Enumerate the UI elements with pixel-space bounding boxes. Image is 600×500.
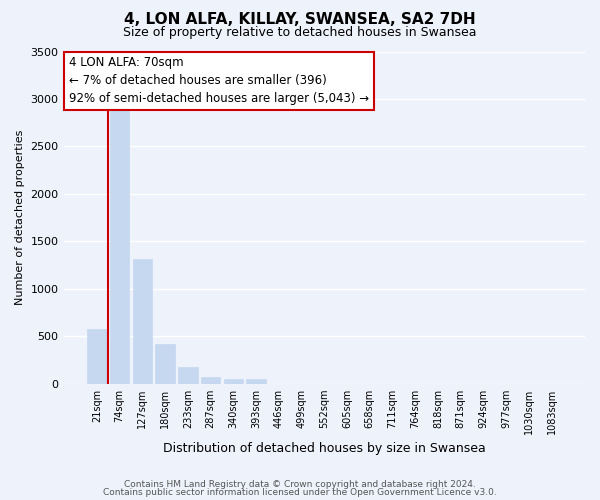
Bar [201,378,220,384]
Bar [178,368,197,384]
Bar [133,260,152,384]
Text: 4, LON ALFA, KILLAY, SWANSEA, SA2 7DH: 4, LON ALFA, KILLAY, SWANSEA, SA2 7DH [124,12,476,28]
Text: Contains HM Land Registry data © Crown copyright and database right 2024.: Contains HM Land Registry data © Crown c… [124,480,476,489]
Bar [155,344,175,384]
Bar [247,379,266,384]
Text: Size of property relative to detached houses in Swansea: Size of property relative to detached ho… [123,26,477,39]
Bar [224,379,243,384]
Bar [110,104,130,384]
Bar [87,328,107,384]
Text: 4 LON ALFA: 70sqm
← 7% of detached houses are smaller (396)
92% of semi-detached: 4 LON ALFA: 70sqm ← 7% of detached house… [69,56,369,106]
Y-axis label: Number of detached properties: Number of detached properties [15,130,25,305]
Text: Contains public sector information licensed under the Open Government Licence v3: Contains public sector information licen… [103,488,497,497]
X-axis label: Distribution of detached houses by size in Swansea: Distribution of detached houses by size … [163,442,485,455]
